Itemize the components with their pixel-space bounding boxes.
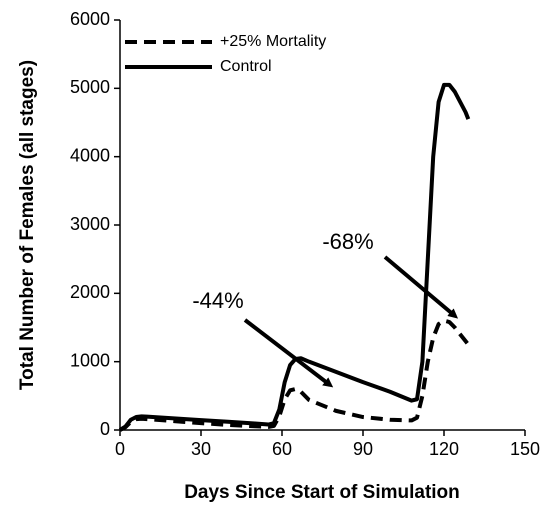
x-tick-label: 90 [353, 439, 373, 459]
y-tick-label: 3000 [70, 214, 110, 234]
arrow [243, 318, 334, 388]
x-tick-label: 0 [115, 439, 125, 459]
x-tick-label: 150 [510, 439, 540, 459]
arrow [383, 255, 459, 319]
x-tick-label: 120 [429, 439, 459, 459]
y-tick-label: 1000 [70, 350, 110, 370]
data-line [119, 318, 470, 432]
annotation: -44% [192, 288, 243, 313]
legend-label: Control [220, 58, 272, 75]
y-tick-label: 0 [100, 419, 110, 439]
data-line [118, 82, 471, 432]
y-tick-label: 5000 [70, 77, 110, 97]
y-tick-label: 6000 [70, 9, 110, 29]
x-tick-label: 60 [272, 439, 292, 459]
y-tick-label: 2000 [70, 282, 110, 302]
x-axis-label: Days Since Start of Simulation [184, 482, 460, 503]
y-axis-label: Total Number of Females (all stages) [17, 60, 38, 390]
legend-label: +25% Mortality [220, 33, 326, 50]
y-tick-label: 4000 [70, 145, 110, 165]
x-tick-label: 30 [191, 439, 211, 459]
annotation: -68% [322, 229, 373, 254]
